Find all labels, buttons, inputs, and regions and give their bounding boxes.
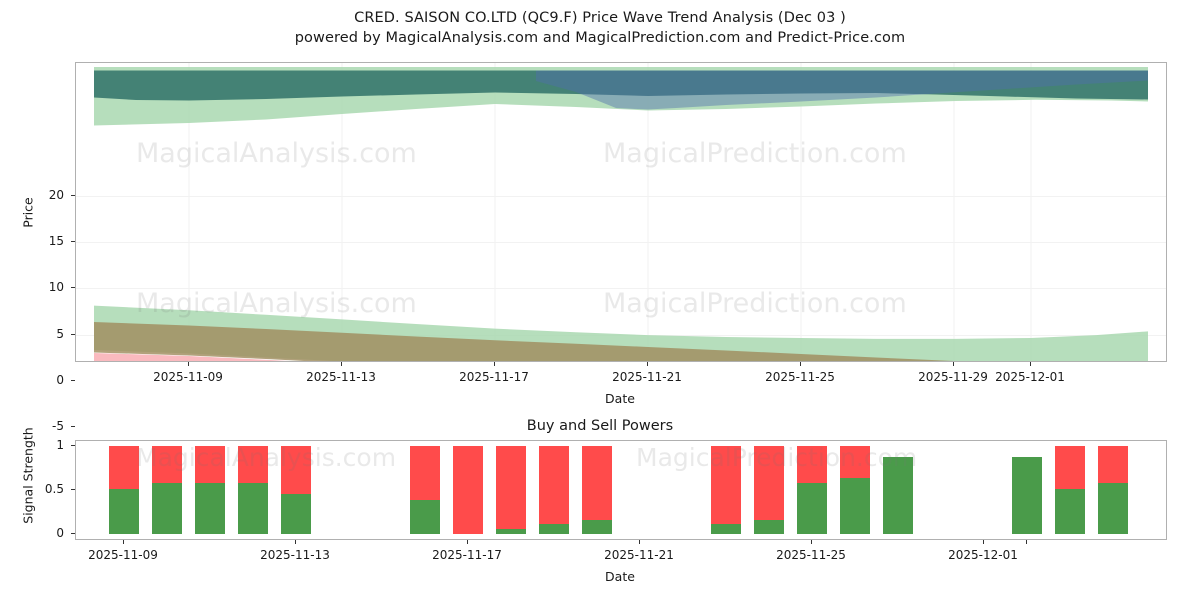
gridline-y-10 xyxy=(76,288,1166,290)
tickmark-x-2 xyxy=(341,362,342,366)
lower-red-band xyxy=(94,353,289,361)
tickmark-lx-1 xyxy=(123,540,124,544)
tickmark-lx-2 xyxy=(295,540,296,544)
lower-x-axis-label: Date xyxy=(605,569,635,584)
page-subtitle: powered by MagicalAnalysis.com and Magic… xyxy=(294,30,906,46)
ytick-lower-1: 1 xyxy=(56,437,64,452)
tickmark-x-3 xyxy=(494,362,495,366)
xtick-lower-3: 2025-11-17 xyxy=(432,548,502,562)
xtick-lower-1: 2025-11-09 xyxy=(88,548,158,562)
buy-sell-bars-svg xyxy=(109,446,1128,534)
chart-title-block: CRED. SAISON CO.LTD (QC9.F) Price Wave T… xyxy=(0,8,1200,48)
lower-bands-svg xyxy=(94,305,1148,361)
tickmark-ly-05 xyxy=(71,489,75,490)
ytick-neg5: -5 xyxy=(52,418,64,433)
ytick-20: 20 xyxy=(48,188,64,202)
xtick-main-6: 2025-11-29 xyxy=(918,370,988,384)
xtick-main-2: 2025-11-13 xyxy=(306,370,376,384)
price-wave-chart: MagicalAnalysis.com MagicalPrediction.co… xyxy=(75,62,1167,362)
xtick-main-7: 2025-12-01 xyxy=(995,370,1065,384)
tickmark-y-5 xyxy=(71,333,75,335)
tickmark-x-1 xyxy=(188,362,189,366)
xtick-lower-5: 2025-11-25 xyxy=(776,548,846,562)
tickmark-x-6 xyxy=(953,362,954,366)
bar-group xyxy=(109,446,1128,534)
main-y-axis-label: Price xyxy=(20,197,36,228)
tickmark-lx-5 xyxy=(811,540,812,544)
tickmark-y-15 xyxy=(71,241,75,243)
xtick-main-3: 2025-11-17 xyxy=(459,370,529,384)
buy-sell-powers-chart: MagicalAnalysis.com MagicalPrediction.co… xyxy=(75,440,1167,540)
ytick-15: 15 xyxy=(48,234,64,249)
xtick-lower-2: 2025-11-13 xyxy=(260,548,330,562)
tickmark-lx-7 xyxy=(1026,540,1027,544)
tickmark-y-0 xyxy=(71,379,75,381)
upper-blue-band xyxy=(536,70,1148,110)
xtick-main-1: 2025-11-09 xyxy=(153,370,223,384)
lower-chart-title: Buy and Sell Powers xyxy=(526,418,674,434)
tickmark-ly-0 xyxy=(71,533,75,535)
tickmark-lx-6 xyxy=(983,540,984,544)
lower-brown-band xyxy=(94,322,954,361)
ytick-lower-05: 0.5 xyxy=(44,482,64,496)
ytick-10: 10 xyxy=(48,280,64,295)
ytick-0: 0 xyxy=(56,372,64,387)
tickmark-lx-3 xyxy=(467,540,468,544)
tickmark-y-neg5 xyxy=(71,425,75,427)
tickmark-lx-4 xyxy=(639,540,640,544)
upper-teal-band xyxy=(94,70,1148,101)
tickmark-x-5 xyxy=(800,362,801,366)
tickmark-ly-1 xyxy=(71,444,75,446)
ytick-5: 5 xyxy=(56,326,64,341)
gridline-y-20 xyxy=(76,196,1166,197)
xtick-lower-6: 2025-12-01 xyxy=(948,548,1018,562)
tickmark-y-10 xyxy=(71,287,75,289)
price-bands-svg xyxy=(94,63,1148,361)
page-title: CRED. SAISON CO.LTD (QC9.F) Price Wave T… xyxy=(354,10,846,26)
tickmark-x-4 xyxy=(647,362,648,366)
lower-y-axis-label: Signal Strength xyxy=(20,427,36,524)
tickmark-x-7 xyxy=(1030,362,1031,366)
gridline-y-15 xyxy=(76,242,1166,244)
main-x-axis-label: Date xyxy=(605,391,635,406)
xtick-lower-4: 2025-11-21 xyxy=(604,548,674,562)
tickmark-y-20 xyxy=(71,195,75,196)
xtick-main-4: 2025-11-21 xyxy=(612,370,682,384)
ytick-lower-0: 0 xyxy=(56,526,64,541)
xtick-main-5: 2025-11-25 xyxy=(765,370,835,384)
